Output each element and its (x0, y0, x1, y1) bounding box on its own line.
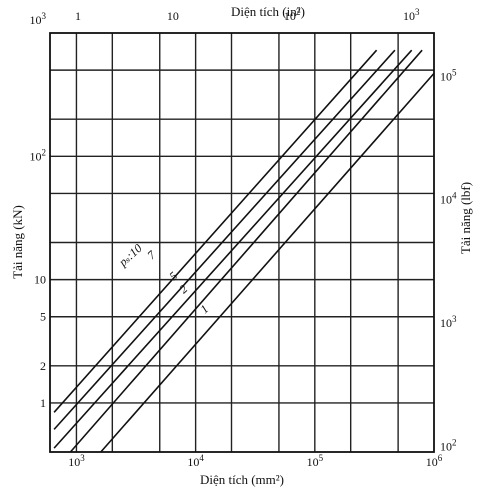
series-line-7 (53, 49, 396, 430)
y2-tick-label-2: 104 (440, 191, 457, 207)
x-tick-label-3-exponent: 6 (438, 453, 443, 463)
series-annotation: pₛ:10 (115, 241, 144, 270)
y2-tick-label-3-exponent: 5 (452, 67, 457, 77)
y2-tick-label-1: 103 (440, 314, 457, 330)
x-tick-label-0: 103 (68, 453, 85, 469)
x-tick-label-2: 105 (307, 453, 324, 469)
x2-tick-label-3-exponent: 3 (415, 7, 420, 17)
series-line-5 (53, 49, 413, 449)
series-line-10 (53, 49, 378, 413)
y-axis-title: Tải năng (kN) (10, 205, 25, 279)
y-tick-label-5-exponent: 3 (42, 11, 47, 21)
series-layer (53, 49, 435, 453)
x2-tick-label-0: 1 (75, 9, 81, 23)
y-tick-label-4: 102 (30, 147, 47, 163)
x-tick-label-2-exponent: 5 (319, 453, 324, 463)
x-tick-label-1: 104 (187, 453, 204, 469)
series-label-2: 2 (176, 282, 190, 296)
series-label-1: 1 (197, 302, 211, 316)
series-line-2 (69, 49, 423, 453)
x2-tick-label-3: 103 (403, 7, 420, 23)
y-tick-label-1: 2 (40, 359, 46, 373)
series-label-7: 7 (144, 247, 159, 262)
y2-tick-label-3: 105 (440, 67, 457, 83)
y2-tick-label-0: 102 (440, 437, 457, 453)
y-tick-label-3: 10 (34, 273, 46, 287)
plot-frame (49, 32, 435, 453)
y-tick-label-2: 5 (40, 310, 46, 324)
x-tick-label-0-exponent: 3 (80, 453, 85, 463)
y2-tick-label-0-exponent: 2 (452, 437, 457, 447)
grid-layer (50, 33, 434, 452)
x2-tick-label-2-exponent: 2 (296, 7, 301, 17)
x-tick-label-1-exponent: 4 (199, 453, 204, 463)
y-tick-label-4-exponent: 2 (42, 147, 47, 157)
y2-tick-label-2-exponent: 4 (452, 191, 457, 201)
series-line-1 (100, 72, 435, 453)
series-label-5: 5 (166, 269, 180, 283)
x-axis-title: Diện tích (mm²) (200, 472, 284, 487)
y-tick-label-0: 1 (40, 396, 46, 410)
x-tick-label-3: 106 (426, 453, 443, 469)
x2-tick-label-1: 10 (167, 9, 179, 23)
y-tick-label-5: 103 (30, 11, 47, 27)
x2-axis-title: Diện tích (in²) (231, 4, 305, 19)
y2-tick-label-1-exponent: 3 (452, 314, 457, 324)
y2-axis-title: Tải năng (lbf) (458, 182, 473, 254)
